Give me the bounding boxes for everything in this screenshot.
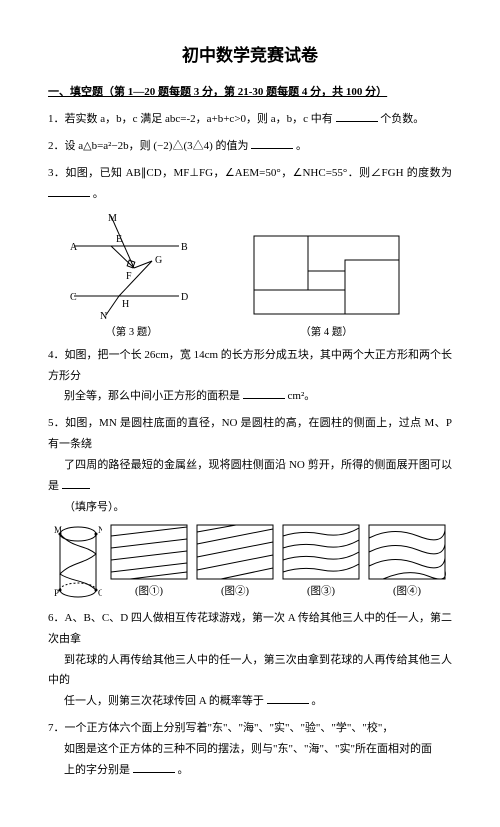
lbl-N: N xyxy=(100,311,107,321)
lbl-C: C xyxy=(70,292,77,303)
figure-row-1: M A E B F G C H D N （第 3 题） xyxy=(64,211,452,343)
lbl-cyl-N: N xyxy=(98,525,102,535)
question-3: 3．如图，已知 AB∥CD，MF⊥FG，∠AEM=50°，∠NHC=55°．则∠… xyxy=(48,163,452,205)
figure-option-4: (图④) xyxy=(368,524,446,602)
question-1: 1．若实数 a，b，c 满足 abc=-2，a+b+c>0，则 a，b，c 中有… xyxy=(48,109,452,130)
q6-text-a: 6．A、B、C、D 四人做相互传花球游戏，第一次 A 传给其他三人中的任一人，第… xyxy=(48,612,452,645)
question-6: 6．A、B、C、D 四人做相互传花球游戏，第一次 A 传给其他三人中的任一人，第… xyxy=(48,608,452,712)
q2-text-a: 2．设 a△b=a²−2b，则 (−2)△(3△4) 的值为 xyxy=(48,140,249,152)
caption-f3: (图③) xyxy=(282,582,360,602)
q4-text-b: 别全等，那么中间小正方形的面积是 xyxy=(48,390,240,402)
q5-text-c: （填序号）。 xyxy=(48,501,125,513)
caption-3: （第 3 题） xyxy=(64,323,199,343)
figure-option-2: (图②) xyxy=(196,524,274,602)
q7-text-d: 。 xyxy=(178,764,189,776)
question-4: 4．如图，把一个长 26cm，宽 14cm 的长方形分成五块，其中两个大正方形和… xyxy=(48,345,452,408)
lbl-A: A xyxy=(70,242,78,253)
q1-text-a: 1．若实数 a，b，c 满足 abc=-2，a+b+c>0，则 a，b，c 中有 xyxy=(48,113,333,125)
q7-blank xyxy=(133,762,175,773)
q1-blank xyxy=(336,111,378,122)
lbl-M: M xyxy=(108,213,117,224)
lbl-cyl-O: O xyxy=(98,588,102,598)
q4-text-a: 4．如图，把一个长 26cm，宽 14cm 的长方形分成五块，其中两个大正方形和… xyxy=(48,349,452,382)
q6-text-b: 到花球的人再传给其他三人中的任一人，第三次由拿到花球的人再传给其他三人中的 xyxy=(48,654,452,687)
q7-text-b: 如图是这个正方体的三种不同的摆法，则与"东"、"海"、"实"所在面相对的面 xyxy=(48,743,432,755)
q7-text-a: 7．一个正方体六个面上分别写着"东"、"海"、"实"、"验"、"学"、"校"， xyxy=(48,722,393,734)
question-5: 5．如图，MN 是圆柱底面的直径，NO 是圆柱的高，在圆柱的侧面上，过点 M、P… xyxy=(48,413,452,517)
q4-blank xyxy=(243,389,285,400)
q3-text-a: 3．如图，已知 AB∥CD，MF⊥FG，∠AEM=50°，∠NHC=55°．则∠… xyxy=(48,167,452,179)
q7-text-c: 上的字分别是 xyxy=(48,764,130,776)
lbl-B: B xyxy=(181,242,188,253)
q6-blank xyxy=(267,693,309,704)
q5-text-b: 了四周的路径最短的金属丝，现将圆柱侧面沿 NO 剪开，所得的侧面展开图可以是 xyxy=(48,459,452,492)
q5-text-a: 5．如图，MN 是圆柱底面的直径，NO 是圆柱的高，在圆柱的侧面上，过点 M、P… xyxy=(48,417,452,450)
q3-blank xyxy=(48,186,90,197)
lbl-F: F xyxy=(126,271,132,282)
figure-option-1: (图①) xyxy=(110,524,188,602)
q4-text-c: cm²。 xyxy=(288,390,316,402)
figure-row-2: M N P O (图①) xyxy=(54,524,452,602)
page-title: 初中数学竞赛试卷 xyxy=(48,40,452,72)
figure-3: M A E B F G C H D N （第 3 题） xyxy=(64,211,199,343)
q2-text-b: 。 xyxy=(296,140,307,152)
caption-f2: (图②) xyxy=(196,582,274,602)
q3-text-b: 。 xyxy=(93,188,104,200)
q1-text-b: 个负数。 xyxy=(380,113,424,125)
q5-blank xyxy=(62,478,90,489)
question-2: 2．设 a△b=a²−2b，则 (−2)△(3△4) 的值为 。 xyxy=(48,136,452,157)
q2-blank xyxy=(251,138,293,149)
question-7: 7．一个正方体六个面上分别写着"东"、"海"、"实"、"验"、"学"、"校"， … xyxy=(48,718,452,781)
figure-4: （第 4 题） xyxy=(249,231,404,343)
caption-f4: (图④) xyxy=(368,582,446,602)
section-heading: 一、填空题（第 1—20 题每题 3 分，第 21-30 题每题 4 分，共 1… xyxy=(48,82,452,103)
lbl-D: D xyxy=(181,292,188,303)
lbl-cyl-M: M xyxy=(54,525,62,535)
lbl-G: G xyxy=(155,255,162,266)
lbl-cyl-P: P xyxy=(54,588,59,598)
figure-cylinder: M N P O xyxy=(54,524,102,602)
figure-option-3: (图③) xyxy=(282,524,360,602)
lbl-E: E xyxy=(116,234,122,245)
lbl-H: H xyxy=(122,299,129,310)
caption-f1: (图①) xyxy=(110,582,188,602)
caption-4: （第 4 题） xyxy=(249,323,404,343)
